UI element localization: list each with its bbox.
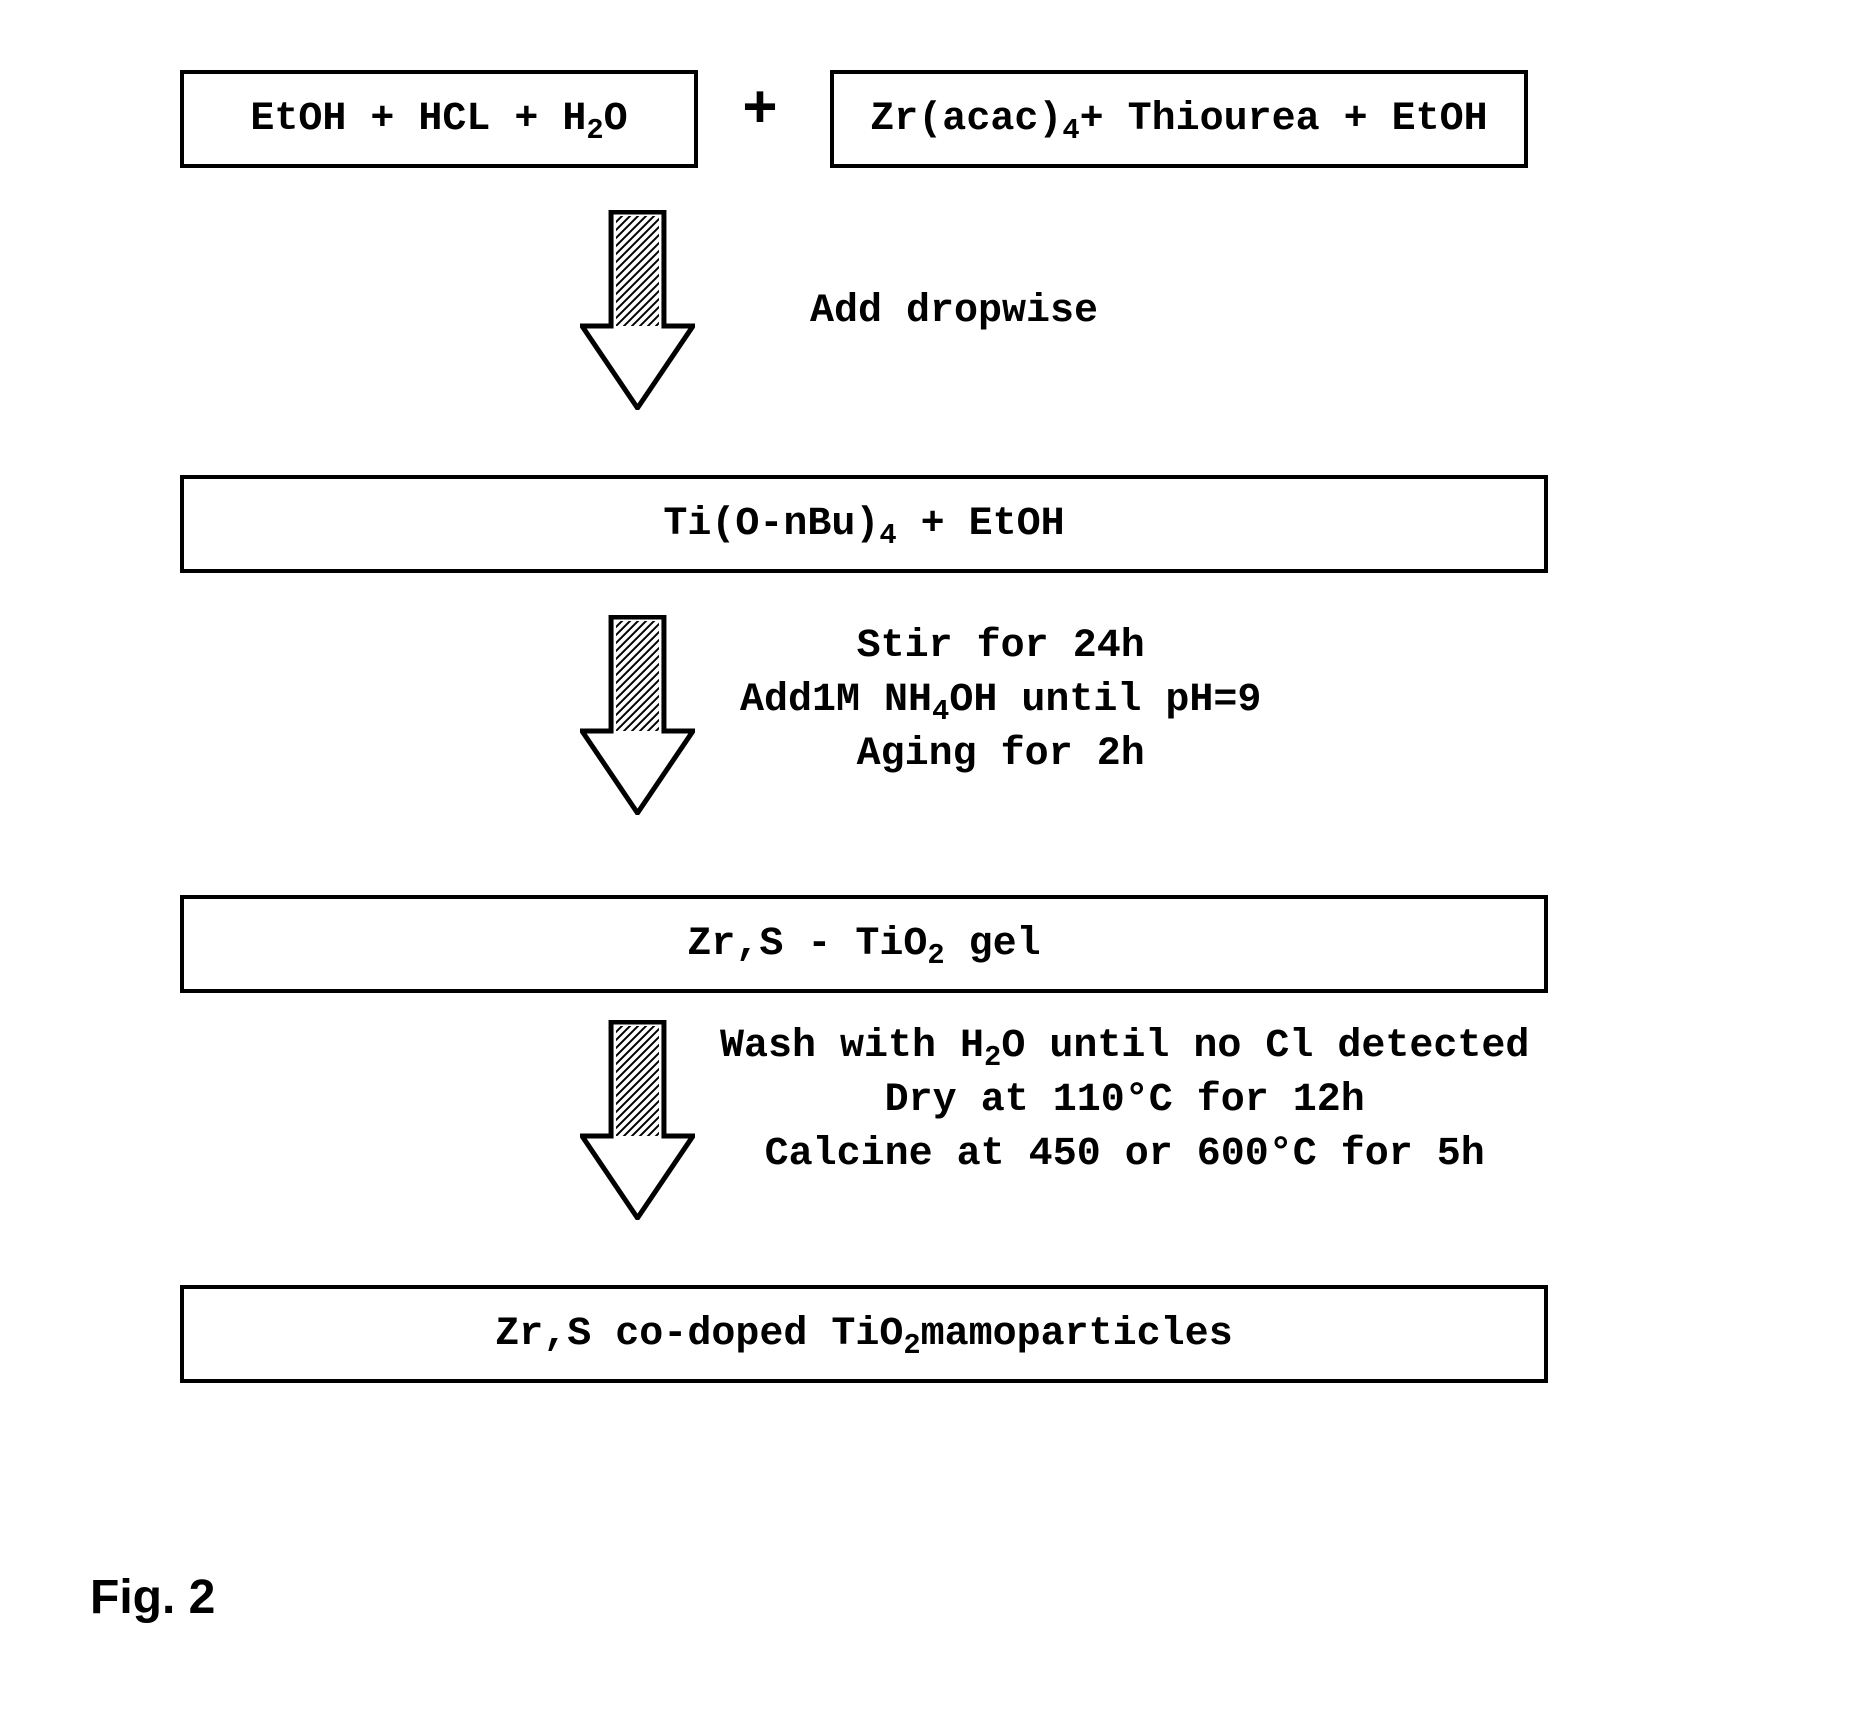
- flow-box-text: Zr,S - TiO2 gel: [687, 922, 1040, 967]
- flow-box-text: Zr,S co-doped TiO2mamoparticles: [495, 1312, 1232, 1357]
- step-label-lab3: Wash with H2O until no Cl detectedDry at…: [720, 1020, 1529, 1182]
- down-arrow-icon: [580, 1020, 695, 1220]
- down-arrow-icon: [580, 615, 695, 815]
- down-arrow-icon: [580, 210, 695, 410]
- step-label-lab1: Add dropwise: [810, 285, 1098, 339]
- flow-box-text: Ti(O-nBu)4 + EtOH: [663, 502, 1064, 547]
- flow-box-box1b: Zr(acac)4+ Thiourea + EtOH: [830, 70, 1528, 168]
- flow-box-text: EtOH + HCL + H2O: [250, 97, 627, 142]
- flow-box-box1a: EtOH + HCL + H2O: [180, 70, 698, 168]
- step-label-lab2: Stir for 24hAdd1M NH4OH until pH=9Aging …: [740, 620, 1261, 782]
- flowchart-canvas: EtOH + HCL + H2O Zr(acac)4+ Thiourea + Et…: [0, 0, 1850, 1735]
- flow-box-box2: Ti(O-nBu)4 + EtOH: [180, 475, 1548, 573]
- flow-box-box4: Zr,S co-doped TiO2mamoparticles: [180, 1285, 1548, 1383]
- flow-box-box3: Zr,S - TiO2 gel: [180, 895, 1548, 993]
- plus-icon: +: [720, 72, 800, 152]
- flow-box-text: Zr(acac)4+ Thiourea + EtOH: [870, 97, 1487, 142]
- figure-label: Fig. 2: [90, 1570, 215, 1625]
